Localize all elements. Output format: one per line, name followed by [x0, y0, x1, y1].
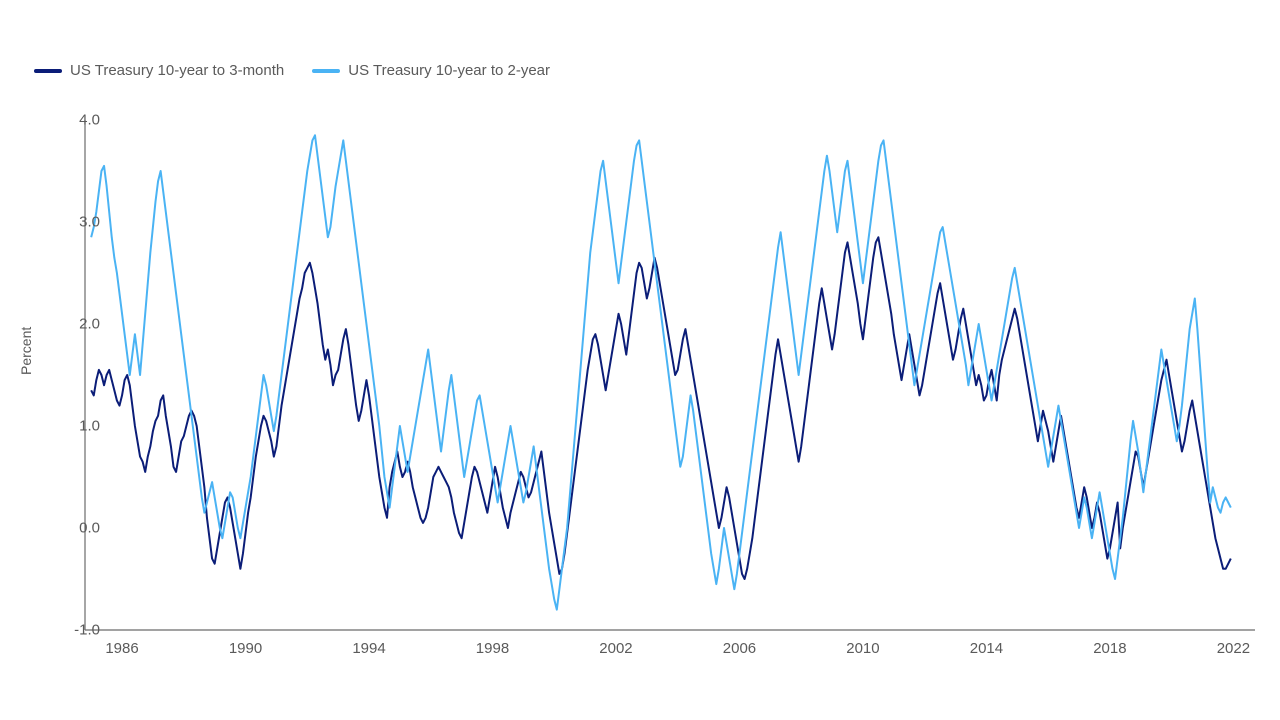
y-tick-label: 1.0 [60, 418, 100, 435]
x-tick-label: 2006 [723, 640, 756, 657]
legend-label-2y: US Treasury 10-year to 2-year [348, 62, 550, 79]
chart-svg [85, 120, 1255, 630]
yield-spread-chart: US Treasury 10-year to 3-month US Treasu… [0, 0, 1280, 720]
legend-label-3m: US Treasury 10-year to 3-month [70, 62, 284, 79]
plot-area [85, 120, 1255, 630]
legend-swatch-2y [312, 69, 340, 73]
y-tick-label: 0.0 [60, 520, 100, 537]
series-group [91, 135, 1231, 609]
x-tick-label: 2002 [599, 640, 632, 657]
x-tick-label: 1986 [105, 640, 138, 657]
series-line-s2 [91, 135, 1231, 609]
x-tick-label: 1994 [352, 640, 385, 657]
x-tick-label: 1990 [229, 640, 262, 657]
y-tick-label: -1.0 [60, 622, 100, 639]
x-tick-label: 2018 [1093, 640, 1126, 657]
x-tick-label: 2014 [970, 640, 1003, 657]
y-tick-label: 2.0 [60, 316, 100, 333]
x-tick-label: 2022 [1217, 640, 1250, 657]
x-tick-label: 1998 [476, 640, 509, 657]
legend-item-2y: US Treasury 10-year to 2-year [312, 62, 550, 79]
y-tick-label: 3.0 [60, 214, 100, 231]
legend-item-3m: US Treasury 10-year to 3-month [34, 62, 284, 79]
y-axis-label: Percent [18, 327, 34, 375]
y-tick-label: 4.0 [60, 112, 100, 129]
legend: US Treasury 10-year to 3-month US Treasu… [34, 62, 550, 79]
x-tick-label: 2010 [846, 640, 879, 657]
legend-swatch-3m [34, 69, 62, 73]
